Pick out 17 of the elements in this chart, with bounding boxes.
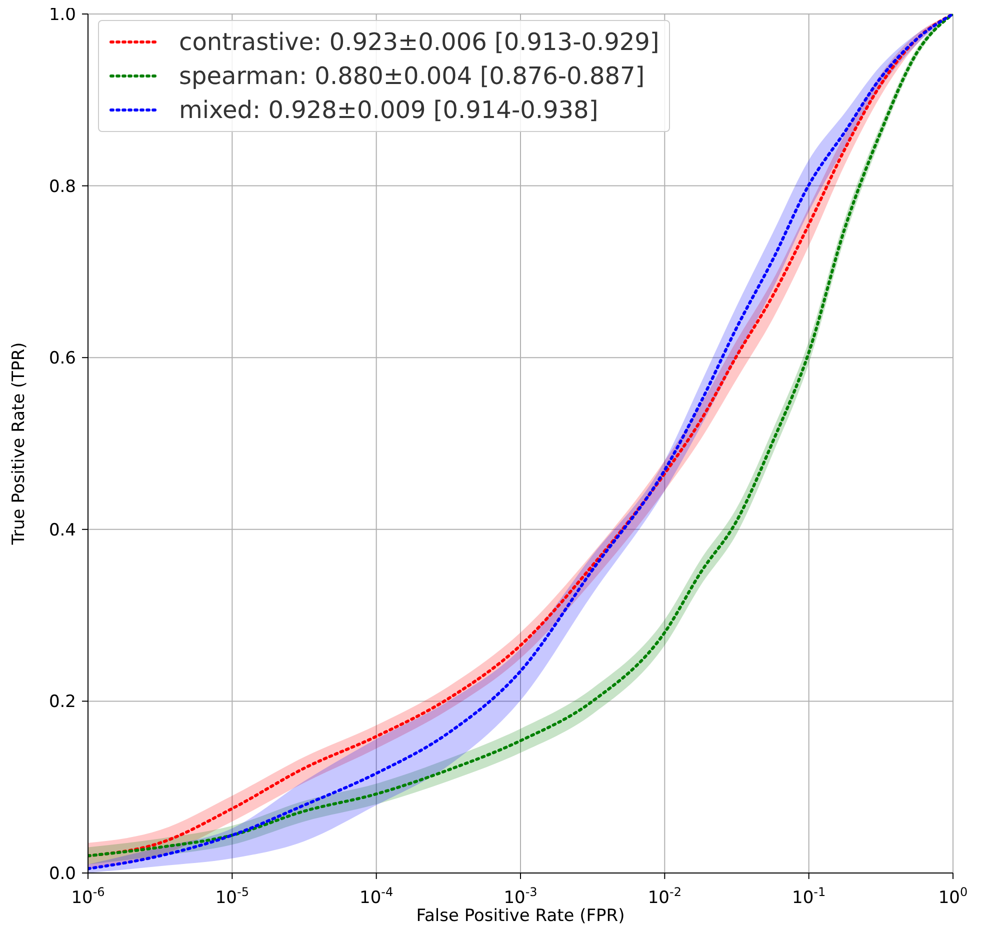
- y-tick-label: 0.4: [48, 520, 76, 540]
- legend-label: spearman: 0.880±0.004 [0.876-0.887]: [179, 61, 645, 92]
- x-tick-label: 10$^{0}$: [938, 885, 968, 908]
- x-tick-label: 10$^{-5}$: [215, 885, 249, 908]
- x-tick-label: 10$^{-1}$: [792, 885, 826, 908]
- y-tick-label: 0.6: [48, 348, 76, 369]
- y-tick-label: 0.8: [48, 176, 76, 197]
- x-axis-title: False Positive Rate (FPR): [416, 906, 625, 926]
- y-axis-title: True Positive Rate (TPR): [9, 342, 30, 546]
- legend-label: mixed: 0.928±0.009 [0.914-0.938]: [179, 95, 598, 126]
- x-tick-label: 10$^{-3}$: [504, 885, 538, 908]
- x-tick-label: 10$^{-4}$: [360, 885, 394, 908]
- x-tick-label: 10$^{-6}$: [71, 885, 105, 908]
- y-tick-label: 0.2: [48, 692, 76, 712]
- legend-label: contrastive: 0.923±0.006 [0.913-0.929]: [179, 27, 660, 58]
- x-tick-label: 10$^{-2}$: [648, 885, 682, 908]
- y-tick-label: 0.0: [48, 864, 76, 884]
